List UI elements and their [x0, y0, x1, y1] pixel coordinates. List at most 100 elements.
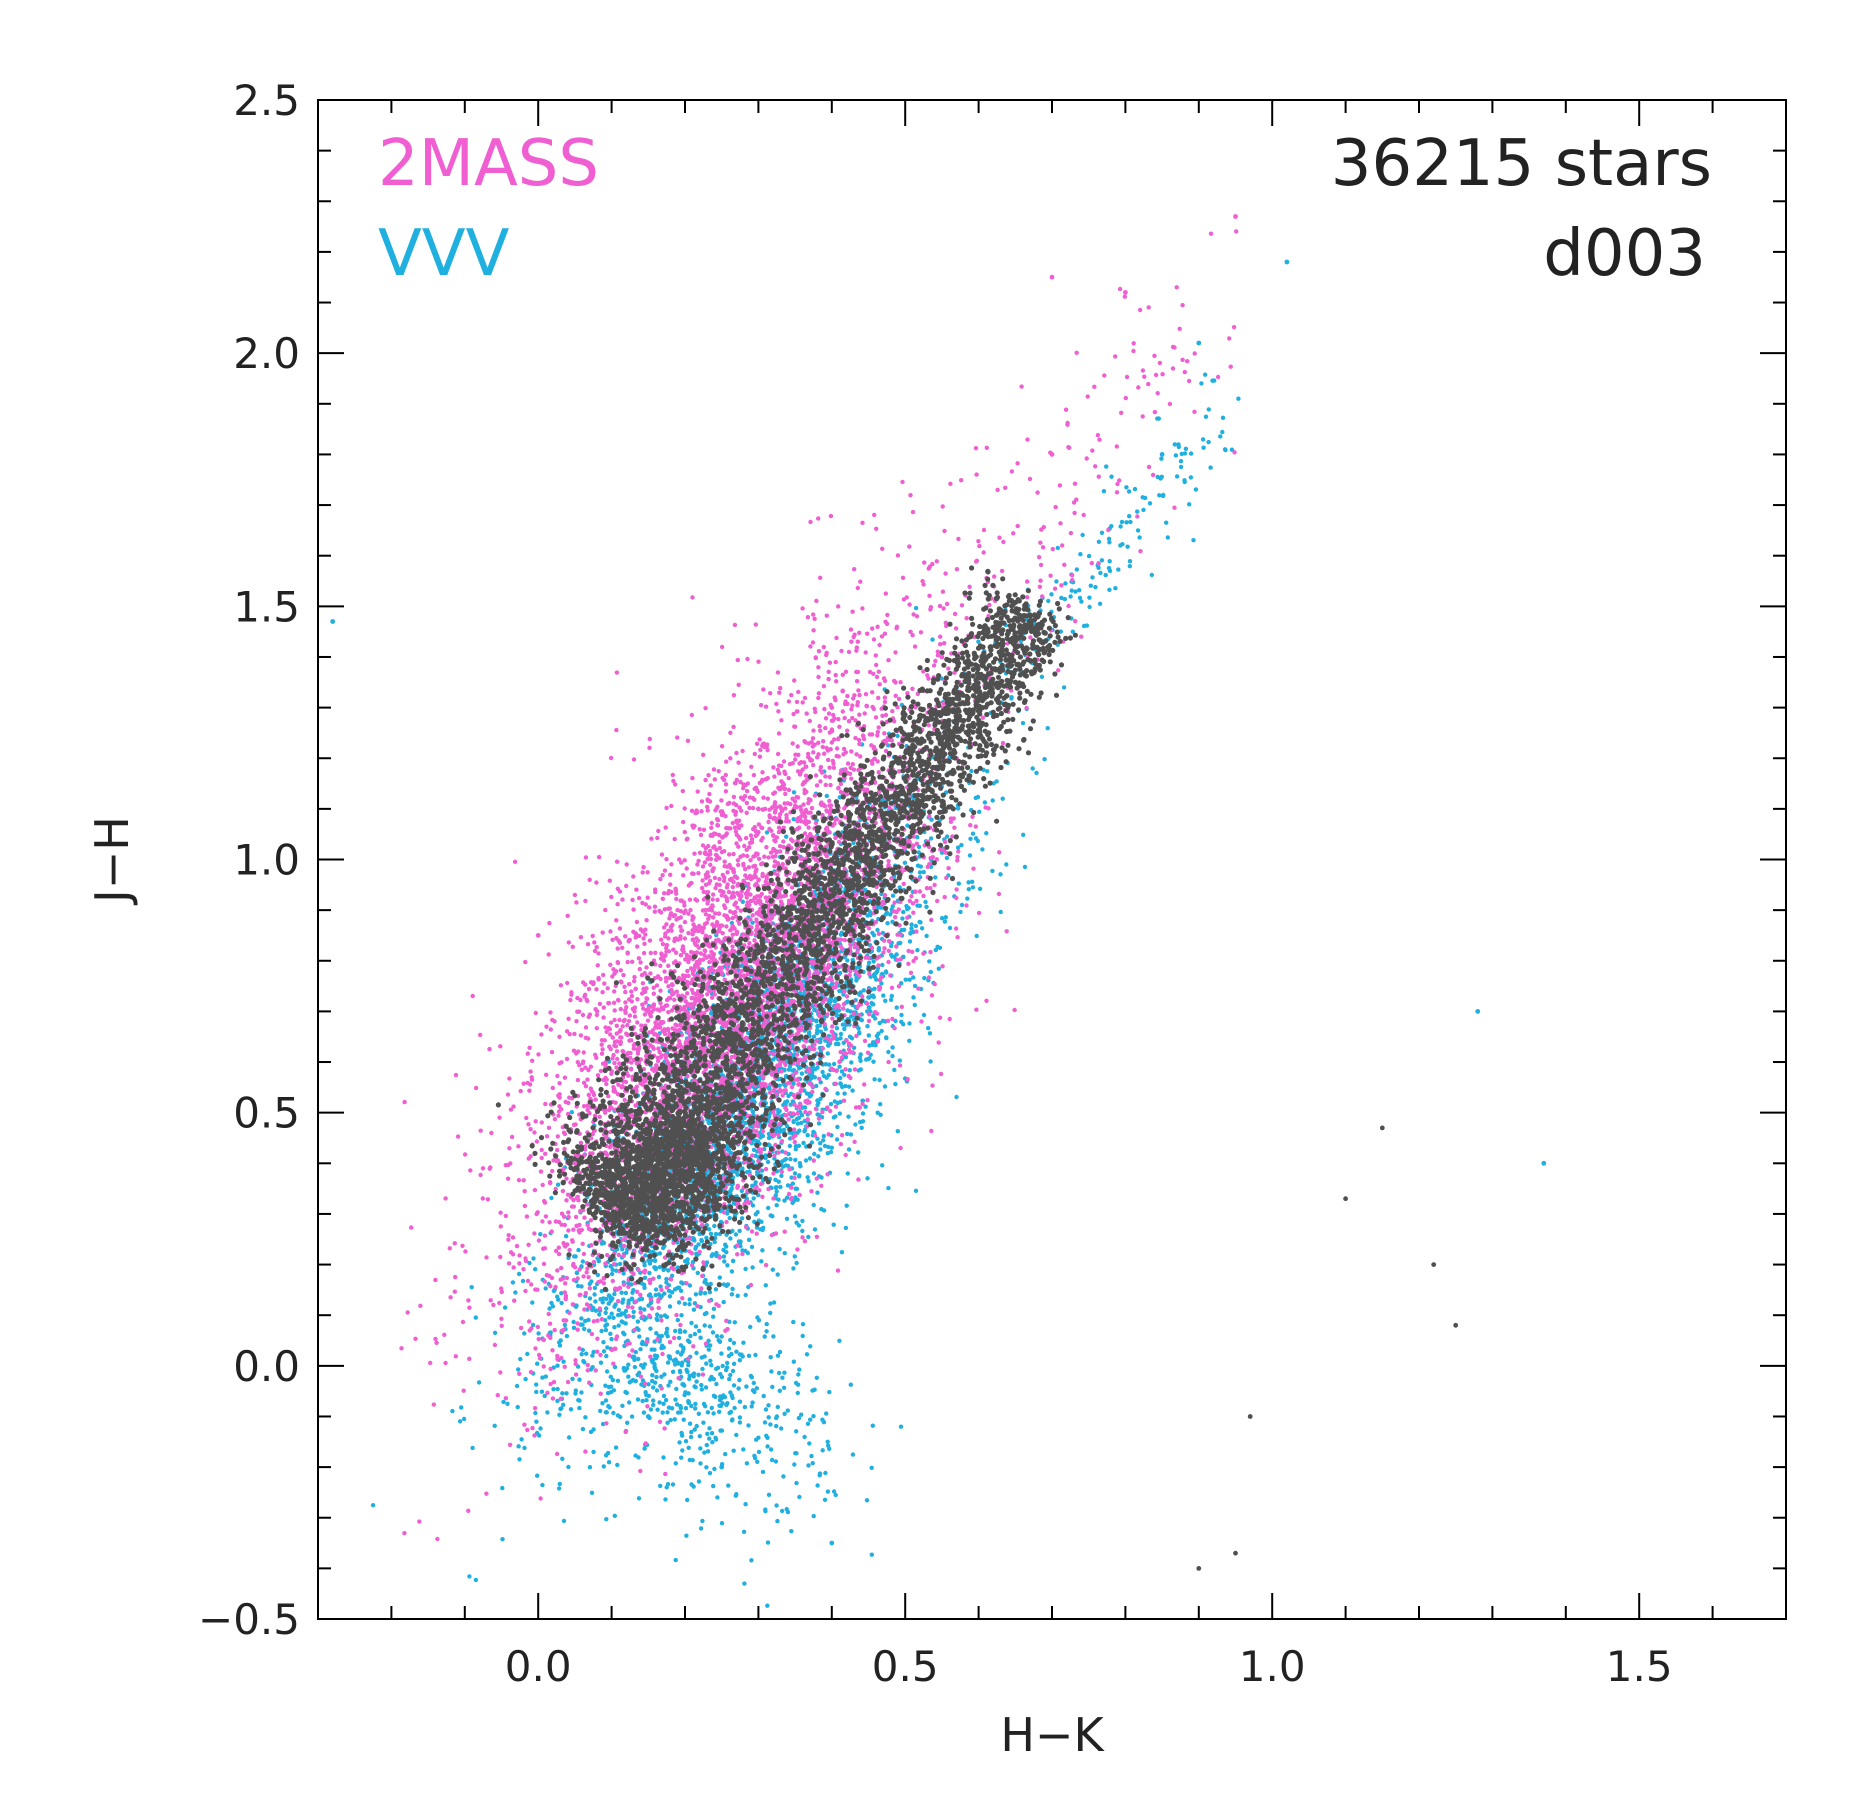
vvv-point [782, 1411, 787, 1417]
2mass-point [595, 1336, 600, 1341]
vvv-point [1054, 579, 1059, 584]
vvv-point [538, 1232, 543, 1237]
vvv-point [746, 1353, 752, 1359]
vvv-point [1220, 429, 1225, 435]
vvv-point [476, 1380, 482, 1385]
2mass-point [581, 1050, 586, 1055]
vvv-point [765, 1540, 771, 1545]
vvv-point [775, 1272, 780, 1277]
vvv-point [998, 872, 1003, 877]
vvv-point [1159, 456, 1164, 461]
vvv-point [1077, 595, 1083, 601]
2mass-point [586, 1275, 591, 1280]
vvv-point [810, 1461, 815, 1466]
vvv-point [769, 1457, 775, 1463]
vvv-point [686, 1391, 691, 1396]
2mass-point [800, 1235, 805, 1240]
2mass-point [600, 1047, 605, 1052]
vvv-point [800, 1322, 806, 1327]
vvv-point [811, 1034, 817, 1039]
vvv-point [775, 1353, 781, 1358]
vvv-point [730, 1368, 736, 1374]
vvv-point [867, 1005, 872, 1010]
vvv-point [687, 1297, 692, 1302]
vvv-point [704, 1465, 709, 1470]
vvv-point [814, 1031, 820, 1036]
vvv-point [684, 1533, 689, 1538]
vvv-point [1049, 592, 1054, 597]
vvv-point [966, 887, 971, 892]
vvv-point [805, 1133, 810, 1138]
vvv-point [717, 1275, 722, 1280]
vvv-point [764, 1321, 769, 1327]
vvv-point [883, 969, 889, 974]
vvv-point [516, 1367, 521, 1372]
vvv-point [693, 1292, 699, 1297]
2mass-point [558, 1396, 563, 1402]
vvv-point [651, 1385, 656, 1390]
vvv-point [704, 1310, 709, 1316]
vvv-point [1080, 532, 1085, 538]
2mass-point [532, 1406, 538, 1411]
2mass-point [595, 963, 600, 968]
2mass-point [497, 1300, 502, 1306]
2mass-point [940, 589, 946, 594]
2mass-point [724, 924, 729, 929]
vvv-point [568, 1407, 574, 1412]
vvv-point [713, 1435, 718, 1441]
vvv-point [582, 1326, 587, 1332]
vvv-point [604, 1306, 609, 1311]
vvv-point [615, 1378, 621, 1384]
vvv-point [927, 1031, 933, 1036]
vvv-point [580, 1322, 585, 1327]
vvv-point [1061, 685, 1067, 690]
vvv-point [792, 1171, 798, 1176]
vvv-point [743, 1120, 748, 1126]
vvv-point [1096, 565, 1101, 570]
vvv-point [573, 1388, 578, 1393]
2mass-point [809, 1189, 814, 1194]
vvv-point [729, 1393, 735, 1398]
vvv-point [598, 1408, 603, 1414]
2mass-point [821, 684, 827, 689]
vvv-point [721, 1282, 727, 1287]
vvv-point [726, 1353, 732, 1359]
vvv-point [562, 1322, 568, 1328]
vvv-point [795, 1390, 800, 1396]
vvv-point [577, 1405, 582, 1411]
vvv-point [769, 1369, 774, 1374]
vvv-point [1124, 485, 1129, 490]
vvv-point [799, 1071, 805, 1076]
2mass-point [670, 772, 675, 778]
vvv-point [889, 943, 894, 949]
vvv-point [751, 1147, 757, 1153]
vvv-point [751, 1380, 756, 1386]
2mass-point [610, 937, 615, 942]
vvv-point [587, 1296, 593, 1301]
vvv-point [516, 1444, 521, 1449]
vvv-point [875, 1110, 880, 1115]
vvv-point [721, 1299, 726, 1305]
vvv-point [844, 1203, 849, 1208]
scatter-points [330, 214, 1547, 1608]
vvv-point [612, 1325, 617, 1330]
vvv-point [749, 1558, 754, 1563]
vvv-point [719, 1334, 724, 1339]
vvv-point [582, 1360, 587, 1365]
2mass-point [583, 898, 588, 904]
vvv-point [729, 1418, 735, 1423]
vvv-point [686, 1362, 691, 1368]
vvv-point [580, 1347, 585, 1353]
vvv-point [721, 1254, 727, 1259]
vvv-point [725, 1401, 730, 1406]
vvv-point [638, 1306, 643, 1311]
2mass-point [570, 1302, 575, 1307]
2mass-point [867, 971, 872, 977]
vvv-point [531, 1256, 536, 1261]
2mass-point [805, 615, 811, 620]
vvv-point [1160, 493, 1166, 499]
vvv-point [655, 1407, 660, 1412]
2mass-point [914, 929, 919, 934]
2mass-point [731, 794, 737, 800]
vvv-point [866, 995, 871, 1000]
